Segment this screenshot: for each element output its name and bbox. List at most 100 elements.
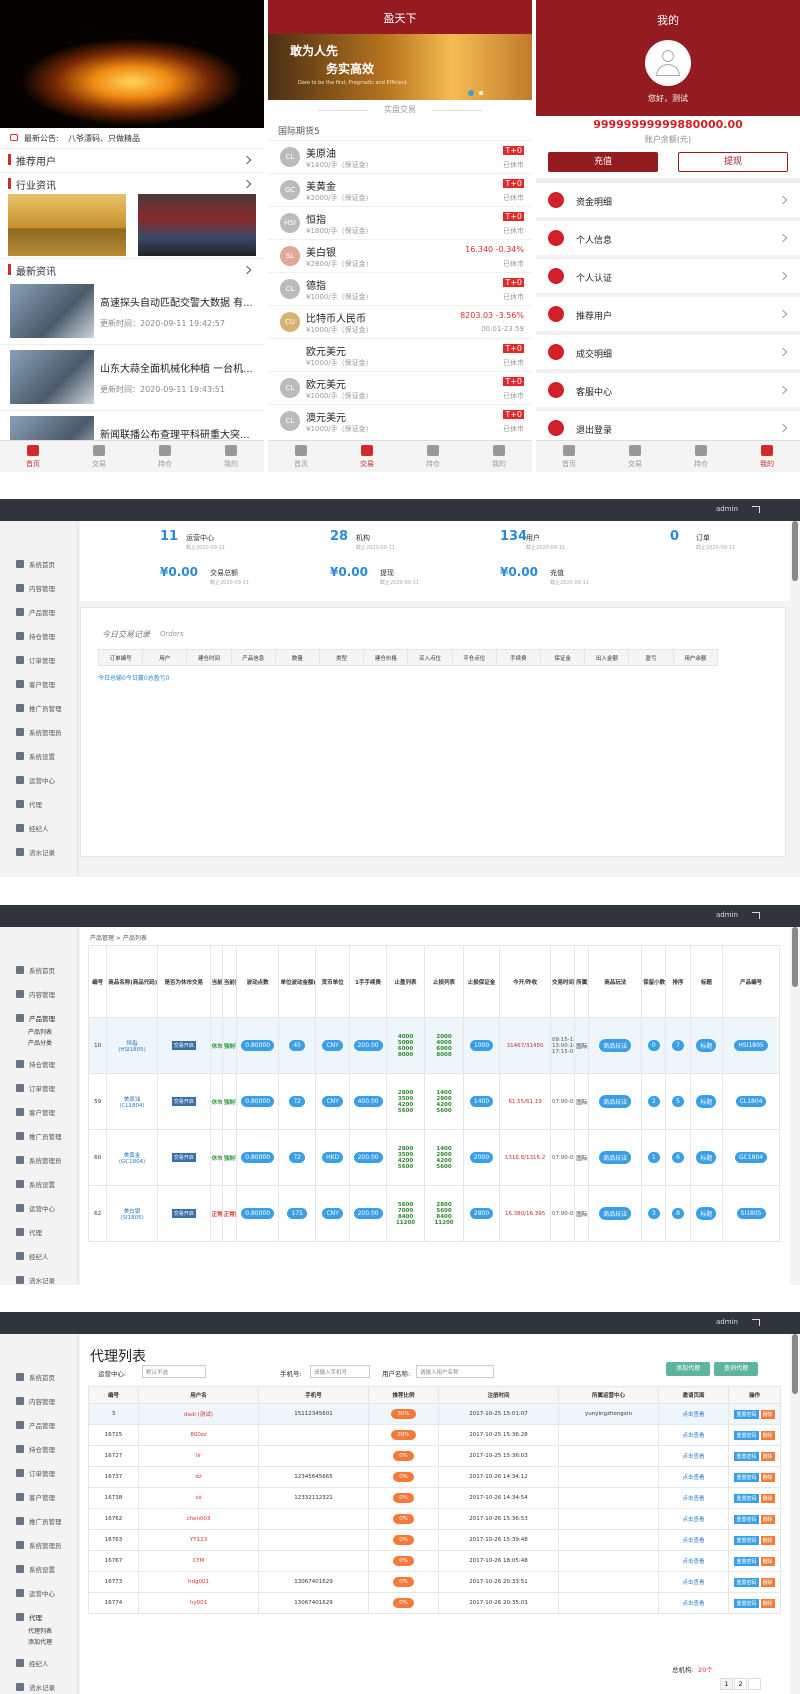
sidebar-item[interactable]: 运营中心 xyxy=(0,1197,78,1219)
sidebar-item[interactable]: 运营中心 xyxy=(0,769,78,791)
sidebar-item[interactable]: 代理 xyxy=(0,1606,78,1628)
view-link[interactable]: 点击查看 xyxy=(682,1538,705,1544)
sidebar-subitem[interactable]: 产品分类 xyxy=(28,1040,53,1047)
product-name[interactable]: 恒指 xyxy=(126,1040,138,1047)
tab-item[interactable]: 交易 xyxy=(602,441,668,472)
view-link[interactable]: 点击查看 xyxy=(682,1454,705,1460)
sidebar-item[interactable]: 经纪人 xyxy=(0,817,78,839)
tab-item[interactable]: 持仓 xyxy=(668,441,734,472)
sidebar-item[interactable]: 产品管理 xyxy=(0,1007,78,1029)
product-row[interactable]: CL 美原油 ¥1400/手（保证金） T+0 已休市 xyxy=(268,140,532,173)
trade-switch[interactable]: 交易开启 xyxy=(171,1209,196,1218)
page-button[interactable]: 1 xyxy=(720,1678,733,1690)
news-title[interactable]: 高速探头自动匹配交警大数据 有... xyxy=(100,298,253,309)
value-badge[interactable]: 标题 xyxy=(696,1039,717,1052)
sidebar-item[interactable]: 代理 xyxy=(0,1221,78,1243)
menu-item[interactable]: 客服中心 xyxy=(536,373,800,411)
delete-button[interactable]: 删除 xyxy=(760,1493,775,1503)
sidebar-item[interactable]: 系统首页 xyxy=(0,959,78,981)
menu-item[interactable]: 个人认证 xyxy=(536,259,800,297)
tab-item[interactable]: 首页 xyxy=(536,441,602,472)
view-link[interactable]: 点击查看 xyxy=(682,1412,705,1418)
value-badge[interactable]: 商品玩法 xyxy=(599,1095,632,1108)
sidebar-item[interactable]: 系统设置 xyxy=(0,1558,78,1580)
sidebar-subitem[interactable]: 代理列表 xyxy=(28,1628,53,1635)
sidebar-item[interactable]: 运营中心 xyxy=(0,1582,78,1604)
view-link[interactable]: 点击查看 xyxy=(682,1559,705,1565)
value-badge[interactable]: 商品玩法 xyxy=(599,1207,632,1220)
reset-button[interactable]: 重置密码 xyxy=(734,1577,759,1587)
sidebar-item[interactable]: 持仓管理 xyxy=(0,1438,78,1460)
reset-button[interactable]: 重置密码 xyxy=(734,1598,759,1608)
reset-button[interactable]: 重置密码 xyxy=(734,1430,759,1440)
view-link[interactable]: 点击查看 xyxy=(682,1580,705,1586)
delete-button[interactable]: 删除 xyxy=(760,1598,775,1608)
product-name[interactable]: 美黄金 xyxy=(123,1152,141,1159)
page-button[interactable]: 2 xyxy=(734,1678,747,1690)
sidebar-item[interactable]: 产品管理 xyxy=(0,601,78,623)
reset-button[interactable]: 重置密码 xyxy=(734,1472,759,1482)
view-link[interactable]: 点击查看 xyxy=(682,1475,705,1481)
tab-item[interactable]: 交易 xyxy=(66,441,132,472)
admin-user[interactable]: admin xyxy=(716,911,738,919)
sidebar-item[interactable]: 推广员管理 xyxy=(0,1510,78,1532)
menu-item[interactable]: 推荐用户 xyxy=(536,297,800,335)
filter-input[interactable]: 默认不选 xyxy=(142,1365,206,1378)
product-row[interactable]: CL 澳元美元 ¥1000/手（保证金） T+0 已休市 xyxy=(268,404,532,437)
view-link[interactable]: 点击查看 xyxy=(682,1517,705,1523)
tab-item[interactable]: 持仓 xyxy=(132,441,198,472)
tab-item[interactable]: 首页 xyxy=(268,441,334,472)
news-title[interactable]: 新闻联播公布查理平科研重大突... xyxy=(100,430,250,441)
sidebar-item[interactable]: 内容管理 xyxy=(0,1390,78,1412)
delete-button[interactable]: 删除 xyxy=(760,1472,775,1482)
sidebar-item[interactable]: 经纪人 xyxy=(0,1245,78,1267)
tab-item[interactable]: 我的 xyxy=(198,441,264,472)
product-row[interactable]: GC 美黄金 ¥2000/手（保证金） T+0 已休市 xyxy=(268,173,532,206)
sidebar-item[interactable]: 流水记录 xyxy=(0,1676,78,1694)
trade-switch[interactable]: 交易开启 xyxy=(171,1097,196,1106)
delete-button[interactable]: 删除 xyxy=(760,1556,775,1566)
reset-button[interactable]: 重置密码 xyxy=(734,1451,759,1461)
delete-button[interactable]: 删除 xyxy=(760,1514,775,1524)
filter-input[interactable]: 请输入手机号 xyxy=(310,1365,370,1378)
sidebar-item[interactable]: 代理 xyxy=(0,793,78,815)
tab-item[interactable]: 我的 xyxy=(734,441,800,472)
product-row[interactable]: CL 欧元美元 ¥1000/手（保证金） T+0 已休市 xyxy=(268,371,532,404)
tab-item[interactable]: 首页 xyxy=(0,441,66,472)
reset-button[interactable]: 重置密码 xyxy=(734,1493,759,1503)
sidebar-item[interactable]: 系统设置 xyxy=(0,1173,78,1195)
value-badge[interactable]: 标题 xyxy=(696,1151,717,1164)
view-link[interactable]: 点击查看 xyxy=(682,1433,705,1439)
sidebar-item[interactable]: 持仓管理 xyxy=(0,1053,78,1075)
sidebar-subitem[interactable]: 添加代理 xyxy=(28,1639,53,1646)
sidebar-item[interactable]: 客户管理 xyxy=(0,1486,78,1508)
sidebar-item[interactable]: 订单管理 xyxy=(0,649,78,671)
sidebar-item[interactable]: 内容管理 xyxy=(0,983,78,1005)
news-title[interactable]: 山东大蒜全面机械化种植 一台机... xyxy=(100,364,253,375)
sidebar-item[interactable]: 推广员管理 xyxy=(0,1125,78,1147)
product-row[interactable]: 欧元美元 ¥1000/手（保证金） T+0 已休市 xyxy=(268,338,532,371)
sidebar-item[interactable]: 客户管理 xyxy=(0,1101,78,1123)
sidebar-item[interactable]: 推广员管理 xyxy=(0,697,78,719)
sidebar-item[interactable]: 系统首页 xyxy=(0,553,78,575)
menu-item[interactable]: 资金明细 xyxy=(536,183,800,221)
deposit-button[interactable]: 充值 xyxy=(548,152,658,172)
menu-item[interactable]: 成交明细 xyxy=(536,335,800,373)
view-link[interactable]: 点击查看 xyxy=(682,1496,705,1502)
tab-item[interactable]: 交易 xyxy=(334,441,400,472)
value-badge[interactable]: 标题 xyxy=(696,1207,717,1220)
sidebar-item[interactable]: 系统管理员 xyxy=(0,1534,78,1556)
reset-button[interactable]: 重置密码 xyxy=(734,1514,759,1524)
reset-button[interactable]: 重置密码 xyxy=(734,1535,759,1545)
action-button[interactable]: 查询代理 xyxy=(714,1362,758,1376)
action-button[interactable]: 添加代理 xyxy=(666,1362,710,1376)
sidebar-item[interactable]: 客户管理 xyxy=(0,673,78,695)
sidebar-item[interactable]: 流水记录 xyxy=(0,1269,78,1285)
product-row[interactable]: SL 美白银 ¥2800/手（保证金） 16.340 -0.34% 已休市 xyxy=(268,239,532,272)
sidebar-item[interactable]: 系统管理员 xyxy=(0,721,78,743)
tab-item[interactable]: 我的 xyxy=(466,441,532,472)
trade-switch[interactable]: 交易开启 xyxy=(171,1041,196,1050)
admin-user[interactable]: admin xyxy=(716,505,738,513)
sidebar-item[interactable]: 产品管理 xyxy=(0,1414,78,1436)
sidebar-item[interactable]: 系统首页 xyxy=(0,1366,78,1388)
